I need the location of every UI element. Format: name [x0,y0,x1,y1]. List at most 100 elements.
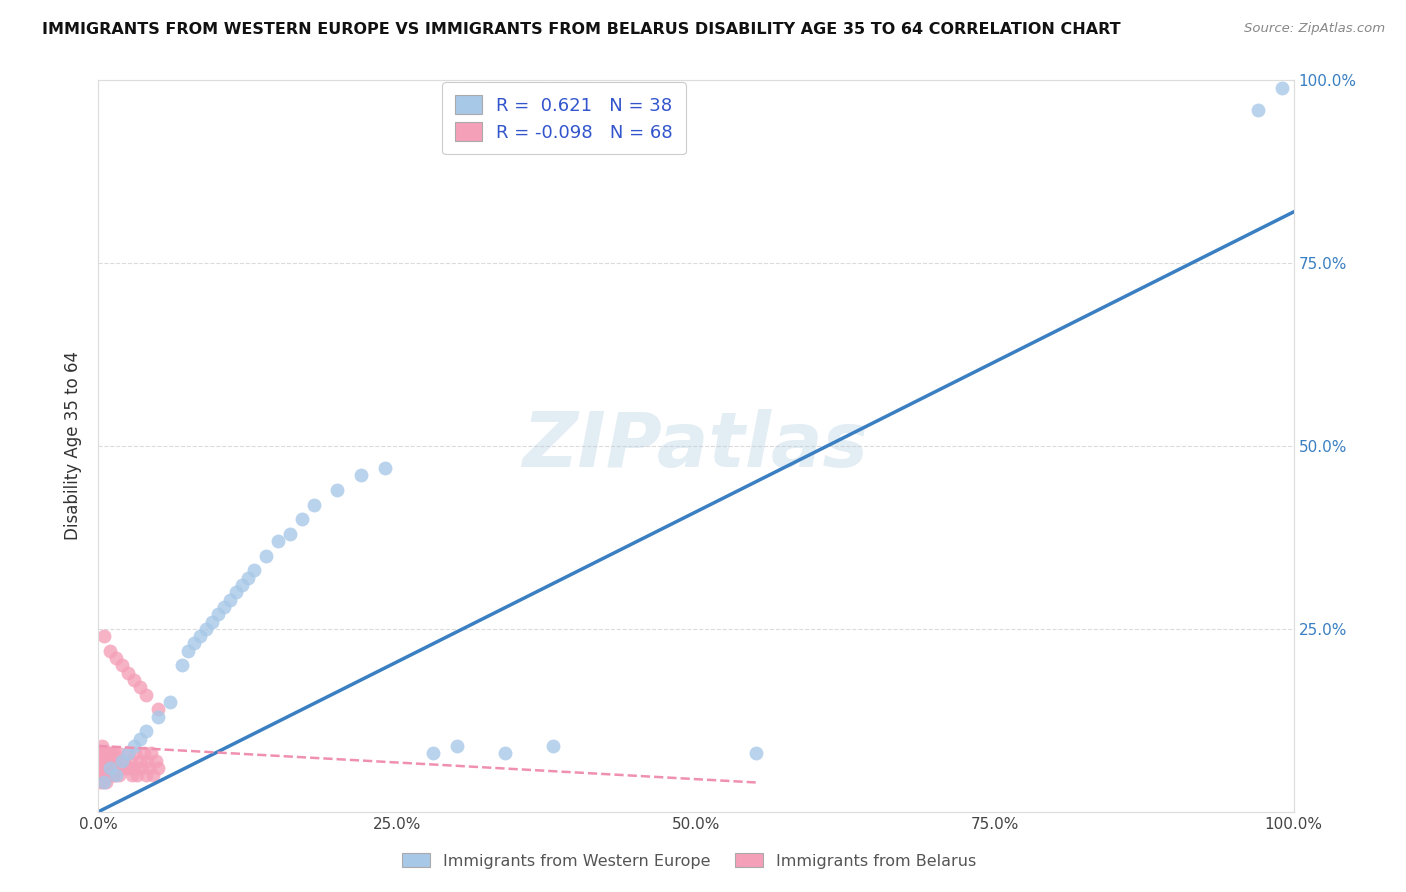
Legend: R =  0.621   N = 38, R = -0.098   N = 68: R = 0.621 N = 38, R = -0.098 N = 68 [441,82,686,154]
Point [159,695,181,709]
Point [98,754,122,768]
Point [91,754,114,768]
Point [225,585,247,599]
Point [129,731,152,746]
Point [96,761,118,775]
Point [112,754,135,768]
Point [107,746,129,760]
Point [278,526,301,541]
Point [135,724,157,739]
Point [93,754,115,768]
Point [745,746,768,760]
Point [111,754,134,768]
Point [132,746,155,760]
Point [1247,103,1270,117]
Text: Source: ZipAtlas.com: Source: ZipAtlas.com [1244,22,1385,36]
Point [101,768,124,782]
Point [117,746,139,760]
Point [87,746,110,760]
Point [254,549,277,563]
Point [100,761,122,775]
Point [98,768,122,782]
Point [124,746,146,760]
Point [91,739,114,753]
Point [212,599,235,614]
Point [201,615,224,629]
Point [98,761,122,775]
Point [541,739,564,753]
Point [374,461,396,475]
Point [326,483,349,497]
Point [120,754,142,768]
Point [129,754,152,768]
Point [105,768,128,782]
Point [111,761,134,775]
Point [219,592,242,607]
Point [98,644,122,658]
Point [131,761,153,775]
Legend: Immigrants from Western Europe, Immigrants from Belarus: Immigrants from Western Europe, Immigran… [395,847,983,875]
Point [139,746,162,760]
Point [446,739,468,753]
Point [89,754,111,768]
Point [100,746,122,760]
Point [97,768,120,782]
Point [91,775,114,789]
Point [124,739,146,753]
Point [104,768,127,782]
Point [494,746,516,760]
Point [138,761,160,775]
Y-axis label: Disability Age 35 to 64: Disability Age 35 to 64 [65,351,83,541]
Point [101,754,124,768]
Point [105,651,128,665]
Point [98,746,121,760]
Point [108,754,131,768]
Point [350,468,373,483]
Point [231,578,253,592]
Point [98,761,121,775]
Point [91,768,114,782]
Point [91,746,114,760]
Point [103,761,125,775]
Point [114,761,136,775]
Point [121,768,143,782]
Point [90,761,112,775]
Point [117,665,139,680]
Point [291,512,314,526]
Point [302,498,325,512]
Point [145,754,167,768]
Point [89,775,111,789]
Point [111,658,134,673]
Point [136,754,159,768]
Point [129,681,152,695]
Point [135,688,157,702]
Point [124,673,146,687]
Point [90,768,112,782]
Point [90,746,112,760]
Point [148,702,170,716]
Point [267,534,290,549]
Point [105,761,128,775]
Point [96,754,118,768]
Point [124,761,146,775]
Point [118,761,141,775]
Point [117,746,139,760]
Point [103,746,125,760]
Point [1271,80,1294,95]
Point [135,768,157,782]
Point [93,629,115,643]
Point [177,644,200,658]
Point [93,775,115,789]
Point [94,775,117,789]
Point [97,746,120,760]
Point [195,622,218,636]
Point [243,563,266,577]
Point [94,746,117,760]
Point [93,768,115,782]
Point [91,761,114,775]
Point [422,746,444,760]
Point [236,571,259,585]
Point [104,754,127,768]
Point [93,761,115,775]
Point [125,768,148,782]
